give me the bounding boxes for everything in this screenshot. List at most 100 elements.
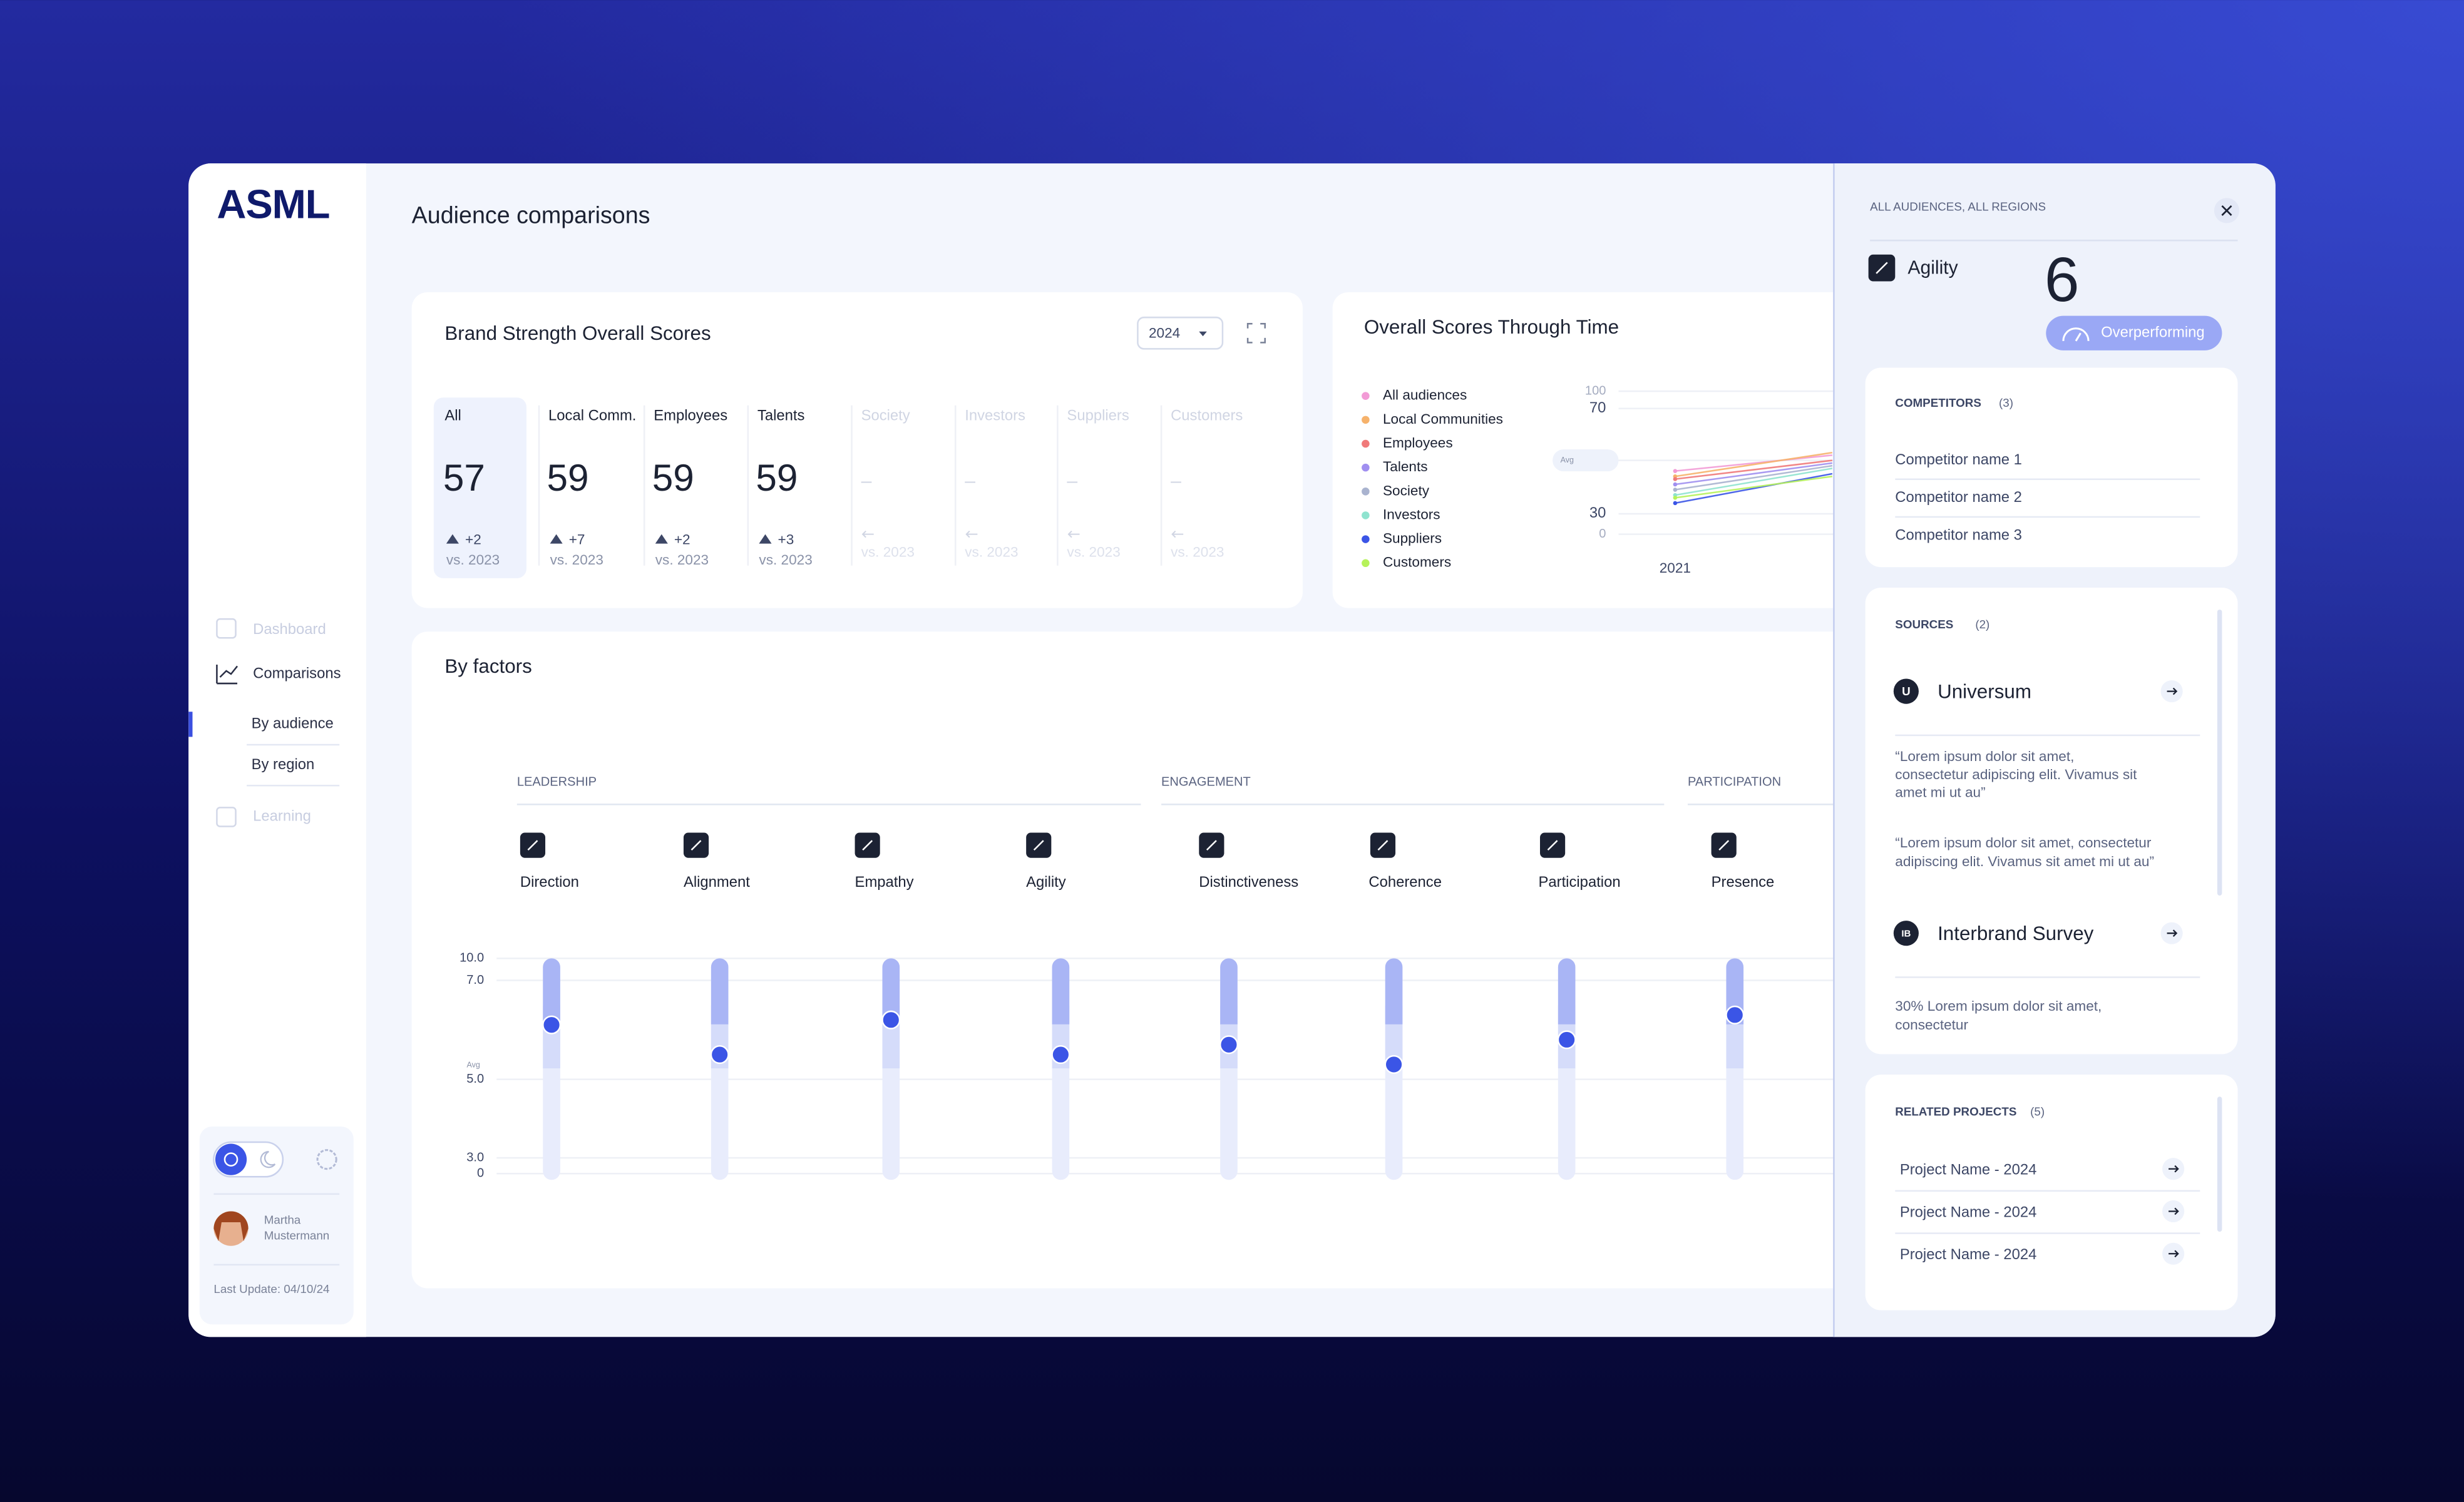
factor-glyph [1377,840,1389,851]
factors-card [411,631,1858,1289]
factor-score [542,1015,562,1035]
delta-none [861,530,874,538]
factor-glyph [1718,840,1730,851]
source-name[interactable]: Interbrand Survey [1938,922,2094,944]
score: 59 [756,456,798,499]
column-label: Customers [1171,407,1243,424]
factor-glyph [1033,840,1044,851]
column-highlight [433,397,526,578]
logo: ASML [217,181,329,227]
score: – [1067,471,1077,492]
series-line [1675,462,1833,486]
score: – [861,471,872,492]
year-select[interactable] [1137,316,1224,350]
factor-glyph [862,840,873,851]
factor-glyph [1876,262,1888,274]
series-point [1673,469,1678,473]
y-tick-label: 70 [1589,399,1606,416]
nav-item[interactable]: Comparisons [253,665,341,682]
active-indicator [188,712,193,737]
project-name[interactable]: Project Name - 2024 [1900,1246,2037,1263]
source-name[interactable]: Universum [1938,680,2031,702]
factor-glyph [527,840,538,851]
range-band [1052,958,1070,1024]
source-quote: 30% Lorem ipsum dolor sit amet, [1895,998,2102,1014]
status-label: Overperforming [2101,324,2205,341]
sources-card [1865,587,2238,1055]
nav-item[interactable]: By region [252,756,315,773]
source-quote: amet mi ut au” [1895,785,1985,800]
comparison: vs. 2023 [1171,544,1224,560]
nav-icon [216,807,237,827]
column-label: Investors [965,407,1025,424]
comparison: vs. 2023 [965,544,1018,560]
group-label: LEADERSHIP [517,775,597,789]
status-pill [2046,315,2222,350]
factor-score [1384,1055,1404,1074]
factor-name: Presence [1712,874,1775,891]
delta-up [759,534,772,544]
delta-none [965,530,978,538]
legend-swatch [1362,439,1370,448]
comparison: vs. 2023 [550,552,603,568]
factor-name: Alignment [684,874,750,891]
nav-item[interactable]: By audience [252,715,334,732]
factor-score [1557,1030,1576,1050]
factor-score [710,1045,729,1065]
score: – [1171,471,1181,492]
factor-name: Participation [1538,874,1620,891]
card-title: Overall Scores Through Time [1364,316,1619,338]
delta-none [1171,530,1184,538]
range-band [711,958,729,1024]
dropdown-caret [1199,331,1207,337]
column-label: Local Comm. [548,407,636,424]
score: 59 [547,456,589,499]
score-delta: +2 [465,532,481,548]
factor-glyph [690,840,702,851]
avg-label: Avg [467,1060,480,1069]
brand-card [411,292,1303,608]
y-tick-label: 0 [477,1167,484,1180]
factor-name: Coherence [1368,874,1442,891]
competitor-name: Competitor name 3 [1895,526,2022,543]
source-badge [1893,921,1919,946]
series-point [1673,488,1678,492]
factor-glyph [1206,840,1217,851]
factor-name: Agility [1907,257,1958,278]
comparison: vs. 2023 [861,544,915,560]
app-window: ASML Dashboard Comparisons By audience By re… [188,163,2276,1337]
source-badge [1893,678,1919,704]
y-tick-label: 5.0 [466,1072,484,1086]
nav-item[interactable]: Dashboard [253,621,326,638]
source-badge-label: IB [1901,928,1911,939]
score: – [965,471,975,492]
expand-icon[interactable] [1246,322,1266,344]
range-band [1385,958,1403,1024]
x-tick-label: 2021 [1660,560,1691,576]
factor-name: Empathy [855,874,914,891]
section-count: (2) [1975,618,1989,631]
avg-label: Avg [1561,456,1574,464]
range-band [1558,958,1576,1024]
project-name[interactable]: Project Name - 2024 [1900,1203,2037,1220]
score-delta: +2 [674,532,690,548]
factor-glyph [1547,840,1558,851]
project-name[interactable]: Project Name - 2024 [1900,1162,2037,1178]
source-quote: consectetur [1895,1017,1968,1033]
y-tick-label: 3.0 [466,1150,484,1164]
legend-swatch [1362,535,1370,543]
projects-card [1865,1075,2238,1310]
legend-swatch [1362,511,1370,519]
nav-icon [216,664,239,685]
settings-icon[interactable] [316,1149,337,1170]
nav-item[interactable]: Learning [253,808,311,825]
factor-score [881,1010,901,1029]
comparison: vs. 2023 [759,552,812,568]
year-select-value: 2024 [1149,325,1180,341]
delta-none [1067,530,1080,538]
theme-light[interactable] [215,1143,247,1175]
gauge-icon [2062,327,2090,342]
